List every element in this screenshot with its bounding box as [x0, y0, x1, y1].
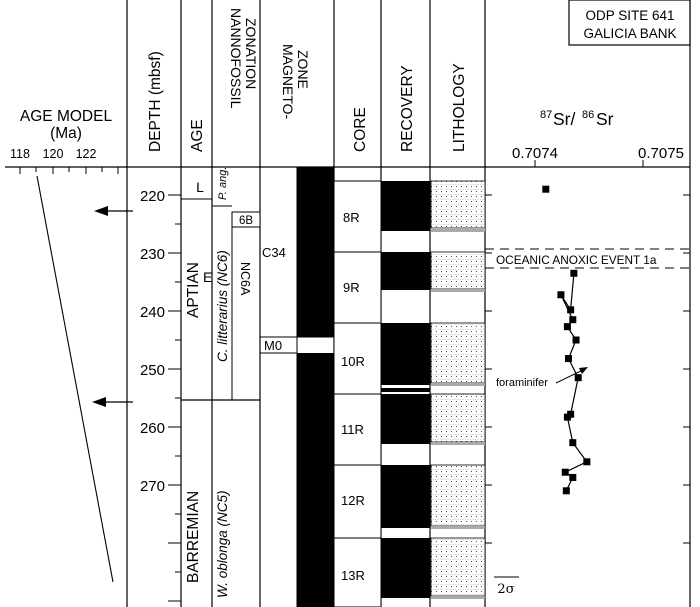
site-label-box	[568, 0, 691, 46]
age-model-ticks	[19, 167, 119, 174]
age-model-arrow-upper	[94, 206, 133, 216]
nannofossil-zone-nc6a: NC6A	[238, 262, 252, 296]
core-boxes	[333, 180, 382, 607]
recovery-bars	[381, 181, 430, 598]
age-model-tick-label-122: 122	[76, 147, 97, 161]
recovery-header: RECOVERY	[399, 65, 416, 152]
depth-header: DEPTH (mbsf)	[147, 51, 164, 152]
age-model-tick-label-120: 120	[43, 147, 64, 161]
magnetozone-m0: M0	[264, 338, 282, 353]
core-label-8r: 8R	[343, 210, 360, 225]
age-model-header: AGE MODEL	[20, 108, 113, 125]
nannofossil-zone-nc6: C. litterarius (NC6)	[215, 250, 230, 362]
sr-point	[569, 473, 577, 481]
site-label-line2: GALICIA BANK	[583, 26, 676, 41]
sr-point	[563, 413, 571, 421]
sr-x-tick-label-1: 0.7075	[638, 145, 684, 162]
sr-point	[574, 374, 582, 382]
foraminifer-arrowhead	[579, 367, 588, 374]
sr-ratio-main-1: Sr/	[553, 109, 576, 129]
nannofossil-zone-p-ang: P. ang.	[217, 167, 229, 200]
sr-point	[564, 355, 572, 363]
depth-label-230: 230	[140, 246, 165, 263]
depth-label-260: 260	[140, 420, 165, 437]
nannofossil-header-line1: NANNOFOSSIL	[228, 8, 244, 109]
sr-ratio-header: 87 Sr/ 86 Sr	[540, 109, 614, 129]
oae-label: OCEANIC ANOXIC EVENT 1a	[496, 253, 657, 267]
age-model-tick-label-118: 118	[10, 147, 30, 161]
nannofossil-zone-6b-box	[231, 211, 261, 228]
depth-label-220: 220	[140, 188, 165, 205]
sr-depth-ticks	[485, 194, 690, 544]
magnetozone-black-bar-lower	[297, 353, 334, 607]
sr-x-axis	[534, 160, 644, 167]
age-model-unit: (Ma)	[50, 125, 82, 142]
nannofossil-zone-nc5: W. oblonga (NC5)	[215, 490, 230, 598]
core-label-10r: 10R	[341, 354, 365, 369]
core-label-12r: 12R	[341, 493, 365, 508]
sr-series-line	[560, 273, 588, 492]
two-sigma-label: 2σ	[497, 582, 514, 597]
sr-point	[557, 291, 565, 299]
lithology-header: LITHOLOGY	[451, 63, 468, 152]
sr-ratio-main-2: Sr	[596, 109, 614, 129]
stage-early-label: E	[203, 269, 212, 285]
nannofossil-header-line2: ZONATION	[243, 18, 259, 89]
core-label-13r: 13R	[341, 568, 365, 583]
age-model-arrow-lower	[92, 397, 133, 407]
stage-barremian-label: BARREMIAN	[185, 491, 202, 583]
sr-ratio-sup-86: 86	[582, 109, 594, 121]
sr-ratio-sup-87: 87	[540, 109, 552, 121]
sr-point	[569, 439, 577, 447]
age-header: AGE	[189, 119, 206, 152]
depth-label-270: 270	[140, 478, 165, 495]
sr-point	[569, 316, 577, 324]
sr-point	[570, 269, 578, 277]
sr-x-tick-label-0: 0.7074	[512, 145, 558, 162]
sr-point	[572, 336, 580, 344]
magnetozone-header-line1: MAGNETO-	[280, 44, 296, 120]
sr-point	[563, 323, 571, 331]
nannofossil-zone-6b: 6B	[239, 215, 253, 227]
sr-point	[561, 468, 569, 476]
core-label-11r: 11R	[341, 422, 364, 437]
core-label-9r: 9R	[343, 280, 360, 295]
lithology-fills	[430, 180, 486, 599]
magnetozone-black-bar-upper	[297, 167, 334, 337]
sr-point	[583, 458, 591, 466]
stage-late-label: L	[196, 179, 204, 195]
foraminifer-pointer	[555, 368, 586, 384]
sr-point	[567, 306, 575, 314]
age-model-line	[36, 175, 114, 583]
sr-point	[562, 487, 570, 495]
site-label-line1: ODP SITE 641	[585, 8, 674, 23]
magnetozone-header-line2: ZONE	[295, 50, 311, 89]
magnetozone-c34: C34	[262, 245, 286, 260]
depth-axis-ticks	[168, 194, 181, 602]
sr-point-isolated	[542, 185, 550, 193]
depth-label-250: 250	[140, 362, 165, 379]
depth-label-240: 240	[140, 304, 165, 321]
sr-series	[542, 185, 591, 495]
foraminifer-label: foraminifer	[496, 377, 548, 389]
stage-aptian-label: APTIAN	[185, 262, 202, 318]
core-header: CORE	[352, 107, 369, 152]
